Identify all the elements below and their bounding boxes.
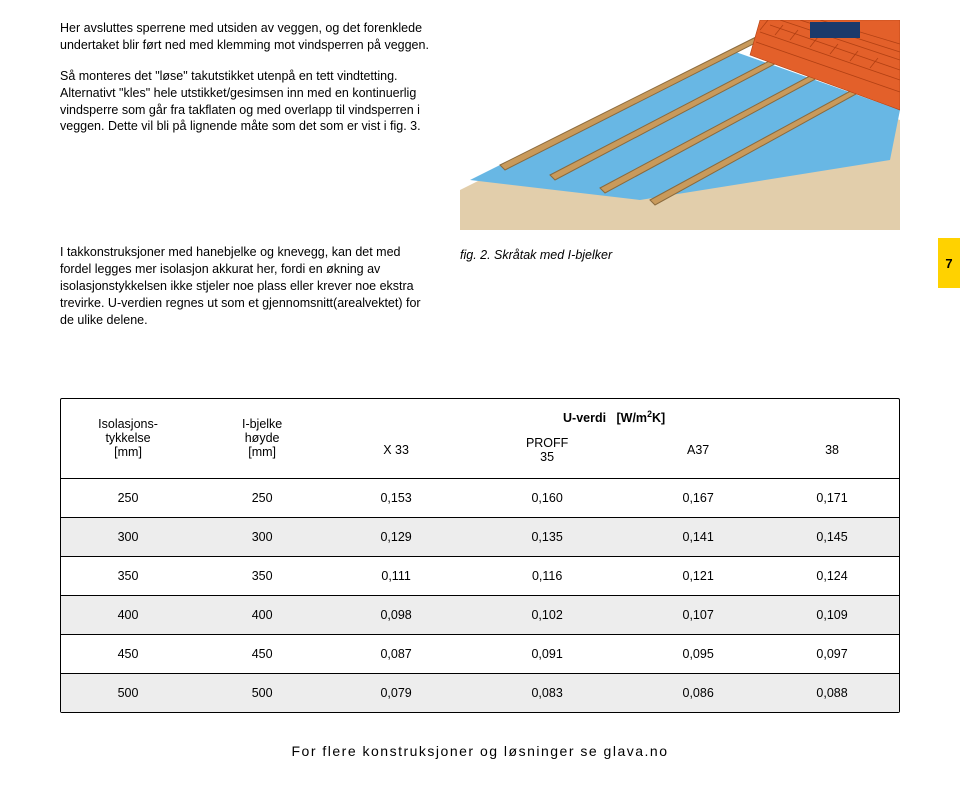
table-cell: 450 (61, 634, 195, 673)
table-cell: 350 (61, 556, 195, 595)
col2-header-line2: høyde (245, 431, 280, 445)
table-row: 5005000,0790,0830,0860,088 (61, 673, 899, 712)
table-cell: 0,116 (463, 556, 631, 595)
table-cell: 0,102 (463, 595, 631, 634)
table-cell: 0,091 (463, 634, 631, 673)
col1-header-line3: [mm] (114, 445, 142, 459)
page-number-tab: 7 (938, 238, 960, 288)
table-cell: 0,153 (329, 478, 463, 517)
table-cell: 0,167 (631, 478, 765, 517)
table-cell: 0,111 (329, 556, 463, 595)
uvalue-table: Isolasjons- tykkelse [mm] I-bjelke høyde… (60, 398, 900, 712)
subheader-38: 38 (765, 436, 899, 479)
table-cell: 450 (195, 634, 329, 673)
table-cell: 0,124 (765, 556, 899, 595)
table-cell: 500 (195, 673, 329, 712)
table-cell: 0,083 (463, 673, 631, 712)
table-row: 3003000,1290,1350,1410,145 (61, 517, 899, 556)
table-cell: 0,107 (631, 595, 765, 634)
table-cell: 0,121 (631, 556, 765, 595)
table-cell: 0,160 (463, 478, 631, 517)
table-cell: 250 (195, 478, 329, 517)
paragraph-3: I takkonstruksjoner med hanebjelke og kn… (60, 244, 430, 328)
intro-text-column: Her avsluttes sperrene med utsiden av ve… (60, 20, 430, 230)
col2-header-line3: [mm] (248, 445, 276, 459)
table-cell: 0,098 (329, 595, 463, 634)
table-row: 2502500,1530,1600,1670,171 (61, 478, 899, 517)
footer-link-text: For flere konstruksjoner og løsninger se… (60, 743, 900, 759)
table-cell: 0,097 (765, 634, 899, 673)
table-cell: 400 (195, 595, 329, 634)
paragraph-1: Her avsluttes sperrene med utsiden av ve… (60, 20, 430, 54)
table-row: 3503500,1110,1160,1210,124 (61, 556, 899, 595)
uverdi-header: U-verdi [W/m2K] (329, 399, 899, 435)
subheader-proff35: PROFF35 (463, 436, 631, 479)
table-cell: 0,086 (631, 673, 765, 712)
roof-svg (460, 20, 900, 230)
table-cell: 300 (61, 517, 195, 556)
table-cell: 0,109 (765, 595, 899, 634)
table-cell: 300 (195, 517, 329, 556)
table-cell: 0,088 (765, 673, 899, 712)
figure-caption: fig. 2. Skråtak med I-bjelker (460, 244, 900, 262)
table-cell: 0,079 (329, 673, 463, 712)
table-cell: 0,141 (631, 517, 765, 556)
table-cell: 0,171 (765, 478, 899, 517)
table-cell: 500 (61, 673, 195, 712)
paragraph-2: Så monteres det "løse" takutstikket uten… (60, 68, 430, 136)
col1-header-line2: tykkelse (105, 431, 150, 445)
table-row: 4004000,0980,1020,1070,109 (61, 595, 899, 634)
roof-illustration (460, 20, 900, 230)
table-cell: 350 (195, 556, 329, 595)
table-cell: 0,087 (329, 634, 463, 673)
table-cell: 250 (61, 478, 195, 517)
table-cell: 400 (61, 595, 195, 634)
table-cell: 0,129 (329, 517, 463, 556)
table-row: 4504500,0870,0910,0950,097 (61, 634, 899, 673)
col1-header-line1: Isolasjons- (98, 417, 158, 431)
col2-header-line1: I-bjelke (242, 417, 282, 431)
subheader-x33: X 33 (329, 436, 463, 479)
subheader-a37: A37 (631, 436, 765, 479)
table-cell: 0,095 (631, 634, 765, 673)
table-cell: 0,145 (765, 517, 899, 556)
table-cell: 0,135 (463, 517, 631, 556)
